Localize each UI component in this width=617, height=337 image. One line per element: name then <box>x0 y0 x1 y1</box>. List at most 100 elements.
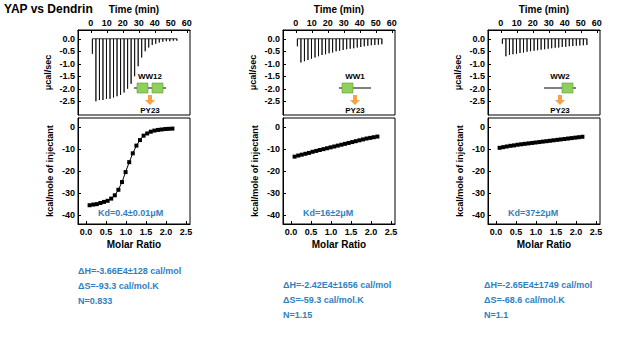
svg-text:0.0: 0.0 <box>80 227 93 237</box>
svg-text:20: 20 <box>528 18 538 28</box>
svg-text:-1.0: -1.0 <box>264 59 280 69</box>
svg-text:60: 60 <box>387 18 397 28</box>
svg-text:-30: -30 <box>472 188 485 198</box>
svg-text:0: 0 <box>498 18 503 28</box>
svg-text:1.0: 1.0 <box>325 227 338 237</box>
svg-text:WW2: WW2 <box>550 72 570 81</box>
svg-text:Molar Ratio: Molar Ratio <box>517 239 571 250</box>
svg-text:50: 50 <box>166 18 176 28</box>
svg-text:20: 20 <box>323 18 333 28</box>
svg-text:N=0.833: N=0.833 <box>78 296 112 306</box>
svg-text:-1.5: -1.5 <box>264 71 280 81</box>
svg-text:PY23: PY23 <box>140 106 160 115</box>
svg-text:0: 0 <box>70 122 75 132</box>
svg-text:2.5: 2.5 <box>180 227 193 237</box>
svg-text:kcal/mole of injectant: kcal/mole of injectant <box>45 125 55 217</box>
svg-text:-0.5: -0.5 <box>59 46 75 56</box>
svg-text:-30: -30 <box>267 188 280 198</box>
svg-text:0.0: 0.0 <box>285 227 298 237</box>
svg-text:N=1.15: N=1.15 <box>283 310 312 320</box>
svg-text:0.0: 0.0 <box>62 34 75 44</box>
svg-text:Kd=0.4±0.01μM: Kd=0.4±0.01μM <box>98 208 163 218</box>
svg-text:1.5: 1.5 <box>140 227 153 237</box>
svg-text:Time (min): Time (min) <box>314 4 364 15</box>
svg-text:0.0: 0.0 <box>472 34 485 44</box>
svg-text:-40: -40 <box>472 210 485 220</box>
svg-text:μcal/sec: μcal/sec <box>43 55 53 91</box>
svg-text:ΔH=-2.65E4±1749 cal/mol: ΔH=-2.65E4±1749 cal/mol <box>484 280 592 290</box>
svg-text:-2.5: -2.5 <box>264 96 280 106</box>
svg-text:50: 50 <box>371 18 381 28</box>
svg-text:30: 30 <box>544 18 554 28</box>
svg-text:μcal/sec: μcal/sec <box>453 55 463 91</box>
svg-text:0: 0 <box>88 18 93 28</box>
svg-text:10: 10 <box>307 18 317 28</box>
svg-text:YAP vs Dendrin: YAP vs Dendrin <box>4 2 93 16</box>
svg-text:30: 30 <box>134 18 144 28</box>
svg-text:-40: -40 <box>267 210 280 220</box>
svg-text:-30: -30 <box>62 188 75 198</box>
svg-text:0.5: 0.5 <box>305 227 318 237</box>
svg-text:N=1.1: N=1.1 <box>484 310 508 320</box>
svg-text:WW1: WW1 <box>345 72 365 81</box>
svg-text:-20: -20 <box>62 166 75 176</box>
svg-text:2.5: 2.5 <box>385 227 398 237</box>
svg-text:30: 30 <box>339 18 349 28</box>
svg-text:-1.5: -1.5 <box>59 71 75 81</box>
svg-text:ΔS=-59.3 cal/mol.K: ΔS=-59.3 cal/mol.K <box>283 295 364 305</box>
svg-text:20: 20 <box>118 18 128 28</box>
svg-text:-1.5: -1.5 <box>469 71 485 81</box>
svg-text:0.0: 0.0 <box>490 227 503 237</box>
svg-text:ΔS=-68.6 cal/mol.K: ΔS=-68.6 cal/mol.K <box>484 295 565 305</box>
svg-text:0.0: 0.0 <box>267 34 280 44</box>
svg-text:2.5: 2.5 <box>590 227 603 237</box>
svg-text:50: 50 <box>576 18 586 28</box>
svg-text:-20: -20 <box>472 166 485 176</box>
svg-text:kcal/mole of injectant: kcal/mole of injectant <box>455 125 465 217</box>
svg-text:-20: -20 <box>267 166 280 176</box>
svg-text:kcal/mole of injectant: kcal/mole of injectant <box>250 125 260 217</box>
svg-text:-2.5: -2.5 <box>469 96 485 106</box>
svg-text:-10: -10 <box>62 144 75 154</box>
svg-text:Molar Ratio: Molar Ratio <box>312 239 366 250</box>
svg-text:2.0: 2.0 <box>365 227 378 237</box>
svg-text:40: 40 <box>150 18 160 28</box>
svg-text:2.0: 2.0 <box>160 227 173 237</box>
svg-text:-10: -10 <box>267 144 280 154</box>
svg-text:-10: -10 <box>472 144 485 154</box>
svg-text:1.0: 1.0 <box>120 227 133 237</box>
svg-text:-2.0: -2.0 <box>469 84 485 94</box>
svg-text:-2.0: -2.0 <box>59 84 75 94</box>
svg-text:0.5: 0.5 <box>510 227 523 237</box>
svg-text:1.0: 1.0 <box>530 227 543 237</box>
svg-text:μcal/sec: μcal/sec <box>248 55 258 91</box>
svg-text:PY23: PY23 <box>550 106 570 115</box>
svg-text:10: 10 <box>512 18 522 28</box>
svg-text:1.5: 1.5 <box>550 227 563 237</box>
svg-text:Kd=37±2μM: Kd=37±2μM <box>508 208 558 218</box>
svg-text:2.0: 2.0 <box>570 227 583 237</box>
svg-text:-2.5: -2.5 <box>59 96 75 106</box>
svg-text:-0.5: -0.5 <box>469 46 485 56</box>
svg-text:WW12: WW12 <box>138 72 163 81</box>
svg-text:40: 40 <box>355 18 365 28</box>
svg-text:-1.0: -1.0 <box>469 59 485 69</box>
svg-text:1.5: 1.5 <box>345 227 358 237</box>
svg-text:10: 10 <box>102 18 112 28</box>
svg-text:60: 60 <box>592 18 602 28</box>
svg-text:-0.5: -0.5 <box>264 46 280 56</box>
svg-text:ΔH=-2.42E4±1656 cal/mol: ΔH=-2.42E4±1656 cal/mol <box>283 280 391 290</box>
svg-text:-2.0: -2.0 <box>264 84 280 94</box>
svg-text:0.5: 0.5 <box>100 227 113 237</box>
svg-text:40: 40 <box>560 18 570 28</box>
svg-text:Time (min): Time (min) <box>519 4 569 15</box>
svg-text:0: 0 <box>293 18 298 28</box>
svg-text:ΔH=-3.66E4±128 cal/mol: ΔH=-3.66E4±128 cal/mol <box>78 266 181 276</box>
svg-text:Time (min): Time (min) <box>109 4 159 15</box>
svg-text:0: 0 <box>480 122 485 132</box>
svg-text:PY23: PY23 <box>345 106 365 115</box>
svg-text:60: 60 <box>182 18 192 28</box>
svg-text:-40: -40 <box>62 210 75 220</box>
svg-text:Molar Ratio: Molar Ratio <box>107 239 161 250</box>
svg-text:ΔS=-93.3 cal/mol.K: ΔS=-93.3 cal/mol.K <box>78 281 159 291</box>
